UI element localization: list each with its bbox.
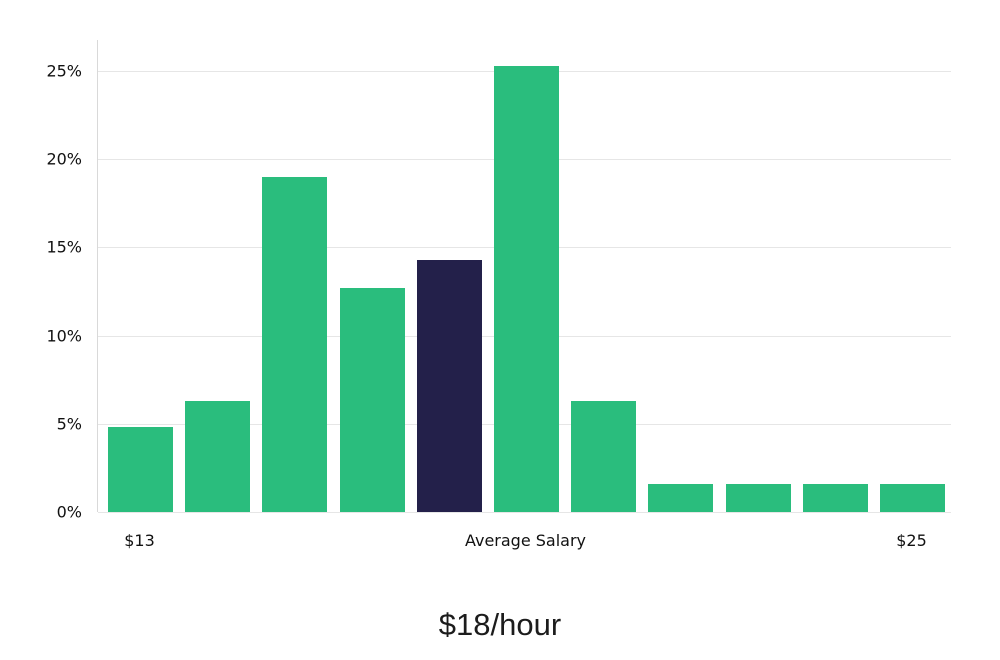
bar — [262, 176, 328, 512]
chart-title: $18/hour — [438, 607, 562, 642]
y-tick-label: 0% — [56, 502, 82, 522]
x-tick-label: $25 — [896, 531, 927, 550]
y-tick-label: 5% — [56, 414, 82, 434]
y-tick-label: 25% — [46, 61, 82, 81]
bar — [571, 400, 637, 512]
y-tick-label: 20% — [46, 149, 82, 169]
y-axis-tick-labels: 0% 5% 10% 15% 20% 25% — [0, 0, 88, 660]
bar — [494, 65, 559, 512]
bar — [648, 483, 714, 512]
x-tick-label: $13 — [124, 531, 155, 550]
y-tick-label: 10% — [46, 326, 82, 346]
bar — [108, 427, 173, 512]
highlight-bar — [416, 259, 482, 512]
bar — [880, 483, 945, 512]
x-tick-label: Average Salary — [464, 531, 587, 550]
gridline — [98, 512, 951, 513]
plot-area — [97, 40, 951, 513]
bar — [802, 483, 868, 512]
y-tick-label: 15% — [46, 237, 82, 257]
bar — [725, 483, 791, 512]
bar — [339, 287, 405, 512]
bar — [185, 400, 251, 512]
